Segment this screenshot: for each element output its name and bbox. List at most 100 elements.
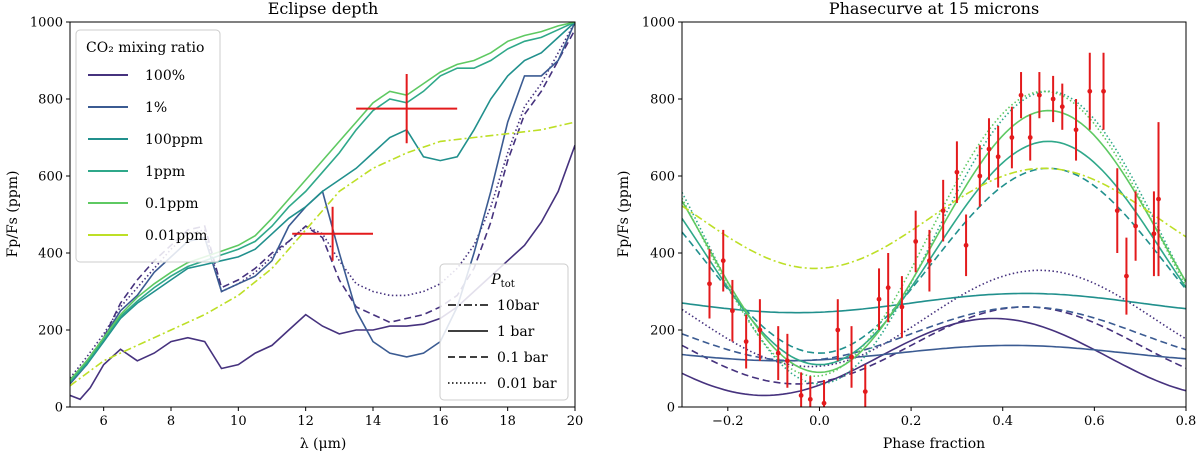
phase-observation-point-16 bbox=[913, 239, 919, 244]
pressure-legend-label: 10bar bbox=[497, 298, 539, 314]
eclipse-xtick-label: 20 bbox=[567, 414, 584, 429]
phase-observation-point-34 bbox=[1124, 273, 1129, 279]
pressure-legend-label: 0.01 bar bbox=[497, 376, 557, 392]
co2-legend-label: 100% bbox=[145, 68, 185, 84]
phasecurve-series-0 bbox=[682, 317, 1186, 397]
phase-observation-point-28 bbox=[1050, 96, 1056, 102]
co2-legend-label: 1ppm bbox=[145, 164, 185, 180]
co2-legend-label: 100ppm bbox=[145, 132, 203, 148]
phase-observation-point-20 bbox=[963, 242, 969, 248]
phasecurve-plot-area bbox=[682, 52, 1186, 407]
eclipse-ytick-label: 400 bbox=[38, 247, 63, 262]
phase-observation-point-30 bbox=[1073, 127, 1079, 133]
phase-observation-point-14 bbox=[885, 285, 891, 291]
phase-observation-point-22 bbox=[986, 146, 992, 152]
eclipse-depth-xlabel: λ (μm) bbox=[300, 436, 347, 452]
eclipse-depth-title: Eclipse depth bbox=[268, 0, 379, 18]
eclipse-xtick-label: 12 bbox=[297, 414, 314, 429]
phasecurve-panel: Phasecurve at 15 microns Phase fraction … bbox=[616, 0, 1196, 452]
phase-observation-point-27 bbox=[1036, 92, 1042, 98]
phasecurve-ytick-label: 800 bbox=[650, 93, 675, 108]
phase-observation-point-31 bbox=[1087, 88, 1093, 94]
phase-observation-point-17 bbox=[927, 258, 932, 264]
phase-observation-point-3 bbox=[743, 339, 749, 344]
phasecurve-series-8 bbox=[682, 90, 1186, 385]
eclipse-depth-panel: Eclipse depth λ (μm) Fp/Fs (ppm) 6 8 10 12 1… bbox=[5, 0, 583, 452]
spectrum-series-6 bbox=[70, 22, 575, 381]
phase-observation-point-33 bbox=[1114, 208, 1120, 214]
eclipse-xtick-label: 10 bbox=[230, 414, 247, 429]
phasecurve-title: Phasecurve at 15 microns bbox=[829, 0, 1039, 18]
phase-observation-point-2 bbox=[730, 308, 735, 314]
phasecurve-series-7 bbox=[682, 140, 1186, 366]
eclipse-ytick-label: 800 bbox=[38, 93, 63, 108]
phasecurve-series-1 bbox=[682, 306, 1186, 385]
eclipse-ytick-label: 600 bbox=[38, 170, 63, 185]
phase-observation-point-7 bbox=[798, 393, 804, 398]
co2-legend-label: 0.01ppm bbox=[145, 228, 207, 244]
spectrum-series-5 bbox=[70, 22, 575, 383]
phase-observation-point-1 bbox=[720, 258, 726, 264]
eclipse-ytick-label: 0 bbox=[55, 401, 63, 416]
eclipse-xtick-label: 18 bbox=[499, 414, 516, 429]
pressure-legend-label: 0.1 bar bbox=[497, 350, 548, 366]
co2-legend: CO₂ mixing ratio 100% 1% 100ppm 1ppm 0.1ppm 0.… bbox=[75, 29, 221, 263]
phasecurve-xtick-label: 0.6 bbox=[1084, 414, 1105, 429]
spectrum-series-4 bbox=[70, 22, 575, 383]
eclipse-depth-ylabel: Fp/Fs (ppm) bbox=[5, 171, 21, 258]
phasecurve-xtick-label: −0.2 bbox=[712, 414, 744, 429]
phase-observation-point-25 bbox=[1018, 92, 1024, 98]
phase-observation-point-10 bbox=[835, 327, 841, 333]
phasecurve-series-11 bbox=[682, 167, 1186, 270]
phase-observation-point-19 bbox=[954, 169, 960, 175]
phasecurve-series-10 bbox=[682, 90, 1186, 378]
phase-observation-point-29 bbox=[1059, 104, 1065, 110]
spectrum-series-2 bbox=[70, 22, 575, 379]
co2-legend-title: CO₂ mixing ratio bbox=[86, 40, 204, 56]
phasecurve-series-2 bbox=[682, 269, 1186, 368]
phasecurve-ytick-label: 0 bbox=[667, 401, 675, 416]
eclipse-xtick-label: 6 bbox=[100, 414, 108, 429]
phasecurve-series-6 bbox=[682, 167, 1186, 354]
phase-observation-point-26 bbox=[1027, 135, 1033, 140]
phasecurve-xtick-label: 0.0 bbox=[809, 414, 830, 429]
phase-observation-point-13 bbox=[876, 296, 882, 302]
spectrum-series-7 bbox=[70, 121, 575, 387]
phasecurve-frame bbox=[681, 21, 1187, 408]
phasecurve-ytick-label: 1000 bbox=[642, 16, 675, 31]
phasecurve-series-5 bbox=[682, 292, 1186, 314]
phasecurve-xtick-label: 0.8 bbox=[1176, 414, 1197, 429]
eclipse-xtick-label: 16 bbox=[432, 414, 449, 429]
phase-observation-point-18 bbox=[940, 208, 946, 214]
eclipse-ytick-label: 1000 bbox=[30, 16, 63, 31]
phase-observation-point-15 bbox=[899, 304, 905, 310]
phasecurve-xlabel: Phase fraction bbox=[883, 436, 985, 452]
phase-observation-point-0 bbox=[707, 281, 712, 287]
phasecurve-series-4 bbox=[682, 306, 1186, 362]
pressure-legend-label: 1 bar bbox=[497, 324, 535, 340]
phasecurve-series-9 bbox=[682, 109, 1186, 374]
phase-observation-point-21 bbox=[977, 173, 983, 179]
phase-observation-point-35 bbox=[1133, 223, 1138, 229]
phase-observation-point-12 bbox=[862, 389, 868, 394]
phasecurve-ytick-label: 600 bbox=[650, 170, 675, 185]
phase-observation-point-23 bbox=[995, 154, 1001, 160]
phase-observation-point-6 bbox=[784, 358, 790, 364]
co2-legend-label: 1% bbox=[145, 100, 167, 116]
eclipse-ytick-label: 200 bbox=[38, 324, 63, 339]
phase-observation-point-4 bbox=[757, 327, 763, 333]
phase-observation-point-36 bbox=[1151, 231, 1157, 237]
eclipse-xtick-label: 8 bbox=[167, 414, 175, 429]
phase-observation-point-24 bbox=[1009, 135, 1015, 140]
phase-observation-point-8 bbox=[807, 396, 813, 402]
phase-observation-point-9 bbox=[821, 400, 827, 406]
phase-observation-point-37 bbox=[1156, 196, 1161, 202]
phasecurve-series-3 bbox=[682, 344, 1186, 362]
phasecurve-ticks: −0.2 0.0 0.2 0.4 0.6 0.8 0 200 400 600 800 1000 bbox=[642, 16, 1196, 430]
phasecurve-ytick-label: 400 bbox=[650, 247, 675, 262]
phasecurve-ytick-label: 200 bbox=[650, 324, 675, 339]
phasecurve-ylabel: Fp/Fs (ppm) bbox=[616, 171, 632, 258]
